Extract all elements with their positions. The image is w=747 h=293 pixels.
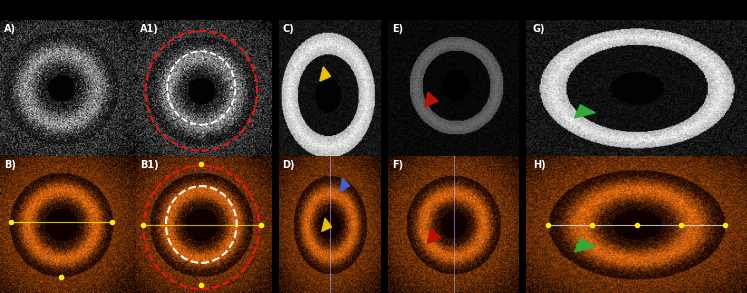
Polygon shape [320, 67, 331, 81]
Text: C): C) [282, 24, 294, 34]
Text: A1): A1) [140, 24, 159, 34]
Text: Panel IV: Panel IV [612, 140, 662, 153]
Polygon shape [425, 92, 438, 107]
Text: Panel III: Panel III [429, 140, 478, 153]
Text: A): A) [4, 24, 16, 34]
Polygon shape [340, 178, 350, 192]
Text: Panel I: Panel I [115, 140, 157, 153]
Text: H): H) [533, 160, 545, 170]
Polygon shape [322, 218, 332, 231]
Text: F): F) [392, 160, 403, 170]
Polygon shape [427, 229, 441, 244]
Text: E): E) [392, 24, 403, 34]
Polygon shape [574, 105, 595, 118]
Text: B1): B1) [140, 160, 158, 170]
Polygon shape [574, 239, 595, 252]
Text: G): G) [533, 24, 545, 34]
Text: B): B) [4, 160, 16, 170]
Text: D): D) [282, 160, 294, 170]
Text: Panel II: Panel II [308, 140, 353, 153]
